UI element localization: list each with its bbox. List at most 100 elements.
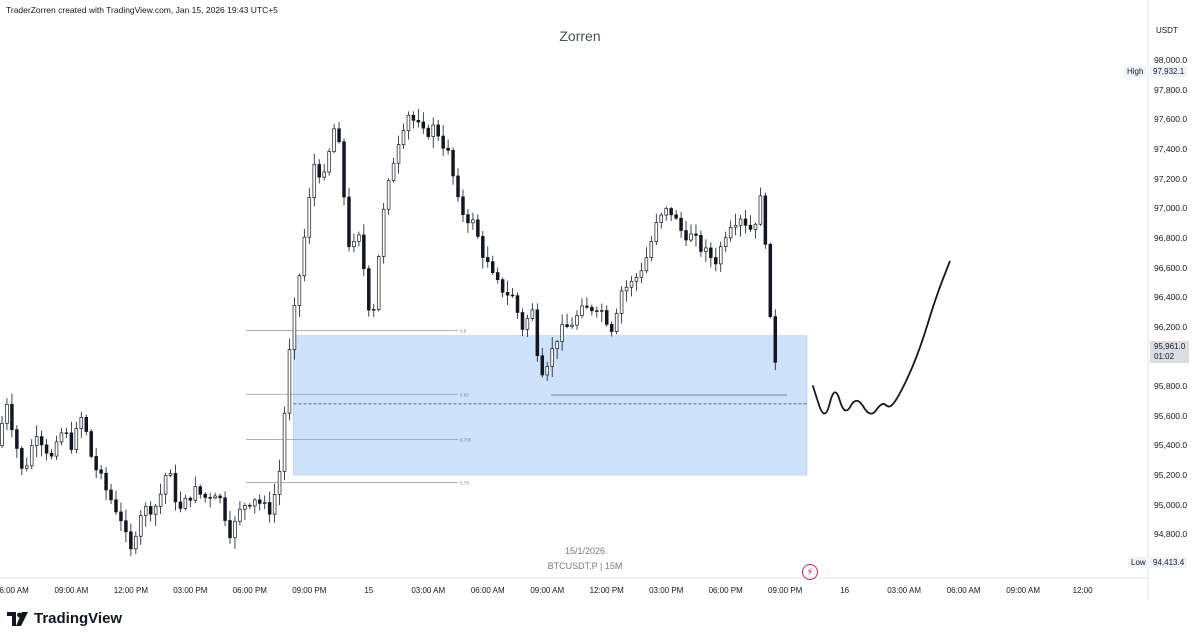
candle xyxy=(441,125,445,157)
currency-label[interactable]: USDT xyxy=(1156,26,1178,35)
candle xyxy=(530,303,535,321)
time-tick-label: 09:00 PM xyxy=(768,586,803,595)
price-tick-label: 95,400.0 xyxy=(1154,440,1188,451)
candle xyxy=(768,242,773,319)
tradingview-logo-text: TradingView xyxy=(34,610,123,627)
candle-body xyxy=(49,452,54,457)
candle xyxy=(134,531,138,555)
candle-body xyxy=(253,499,257,507)
candle xyxy=(500,277,505,298)
candle xyxy=(718,241,723,272)
candle-body xyxy=(257,499,262,504)
candle xyxy=(689,224,693,243)
candle-body xyxy=(659,214,664,223)
candle-body xyxy=(262,502,267,504)
fib-retracement-layer: 0.5 0.62 0.705 0.79 xyxy=(245,329,788,485)
candle-body xyxy=(193,486,198,501)
candle xyxy=(535,303,540,362)
chart-info: 15/1/2026 BTCUSDT.P | 15M xyxy=(0,544,1170,574)
candle-body xyxy=(94,456,98,471)
candle xyxy=(253,498,257,514)
candle xyxy=(461,189,465,223)
candle-body xyxy=(228,520,232,539)
candle-body xyxy=(381,208,386,257)
candle-body xyxy=(634,276,639,282)
candle xyxy=(763,192,768,249)
projection-path xyxy=(812,260,951,415)
candle xyxy=(386,178,391,215)
candle-body xyxy=(565,324,569,327)
candle-body xyxy=(25,465,29,469)
candle-body xyxy=(178,501,183,509)
time-tick-label: 15 xyxy=(364,586,374,595)
candle xyxy=(29,439,34,470)
candle xyxy=(723,231,728,252)
candle-body xyxy=(198,486,203,495)
candle xyxy=(456,168,460,202)
candle xyxy=(505,280,510,306)
candle-body xyxy=(20,448,24,469)
candle-body xyxy=(15,429,19,449)
candle-body xyxy=(376,256,381,310)
candle xyxy=(129,523,133,557)
price-tick-label: 97,800.0 xyxy=(1154,84,1188,95)
candle-body xyxy=(352,240,356,248)
candle-body xyxy=(223,497,227,521)
candle-body xyxy=(619,290,624,314)
candle xyxy=(550,337,554,377)
lightning-icon[interactable]: ⚡ xyxy=(802,564,818,580)
candle xyxy=(203,492,207,503)
candle-body xyxy=(79,417,84,429)
candle-body xyxy=(505,292,510,296)
candle-body xyxy=(99,469,103,474)
projection-drawing-layer xyxy=(812,260,951,415)
candle xyxy=(560,314,564,351)
date-label: 15/1/2026 xyxy=(564,546,606,556)
candle xyxy=(158,483,163,514)
candle-body xyxy=(654,222,659,242)
candle-body xyxy=(119,511,123,522)
price-tick-label: 97,000.0 xyxy=(1154,203,1188,214)
candle-body xyxy=(520,312,525,330)
candle xyxy=(109,483,113,505)
tradingview-logo[interactable]: TradingView xyxy=(7,610,122,627)
low-tag: Low xyxy=(1128,557,1149,568)
candle-body xyxy=(580,305,584,316)
candle xyxy=(287,338,292,421)
price-tick-label: 96,200.0 xyxy=(1154,321,1188,332)
candle xyxy=(0,416,4,449)
candle-body xyxy=(317,164,321,178)
candle-body xyxy=(639,270,644,278)
candle-body xyxy=(614,313,619,332)
price-tick-label: 97,200.0 xyxy=(1154,173,1188,184)
fib-level-label: 0.79 xyxy=(460,480,469,485)
candle-body xyxy=(723,237,728,247)
candle xyxy=(391,157,396,183)
time-tick-label: 03:00 AM xyxy=(411,586,446,595)
candle xyxy=(421,112,426,134)
candle-body xyxy=(173,473,178,503)
candle-body xyxy=(451,150,455,177)
candle-body xyxy=(748,224,753,230)
candle xyxy=(307,187,312,244)
price-tick-label: 94,800.0 xyxy=(1154,529,1188,540)
candle xyxy=(600,303,604,323)
candle xyxy=(44,439,49,461)
candle xyxy=(59,428,64,445)
candle xyxy=(565,313,569,329)
candle xyxy=(555,339,559,359)
candle xyxy=(64,427,69,439)
candle-body xyxy=(560,324,564,342)
candle xyxy=(748,215,753,232)
candle-body xyxy=(114,499,118,513)
candle xyxy=(104,467,108,501)
candle xyxy=(193,476,198,504)
time-tick-label: 09:00 AM xyxy=(54,586,89,595)
candle xyxy=(163,472,168,504)
candle-body xyxy=(466,214,470,224)
candle xyxy=(317,159,321,184)
candle xyxy=(188,496,193,508)
candle xyxy=(575,310,579,330)
symbol-label: BTCUSDT.P | 15M xyxy=(547,561,623,571)
